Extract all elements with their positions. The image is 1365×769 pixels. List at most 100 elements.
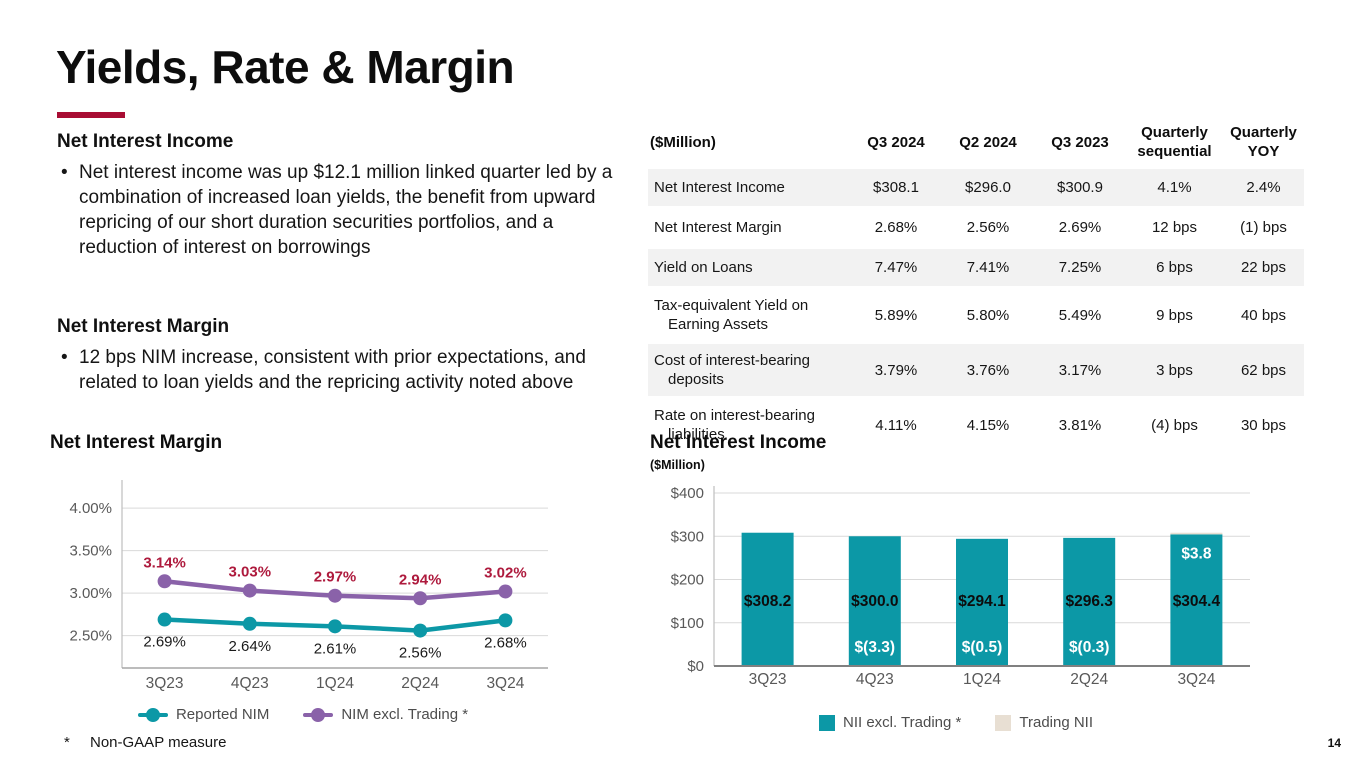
- bar-segment-nii: [956, 538, 1008, 666]
- data-point-label: 2.61%: [314, 640, 357, 657]
- y-tick-label: 4.00%: [69, 500, 112, 517]
- table-cell: $296.0: [965, 179, 1011, 196]
- table-row: Rate on interest-bearing liabilities 4.11…: [648, 399, 1304, 454]
- x-tick-label: 1Q24: [963, 671, 1001, 688]
- table-cell: 2.69%: [1058, 219, 1102, 236]
- table-cell: 7.25%: [1058, 259, 1102, 276]
- row-label: Rate on interest-bearing liabilities: [654, 407, 815, 443]
- data-point-label: 2.68%: [484, 634, 527, 651]
- data-point-label: 2.56%: [399, 645, 442, 662]
- table-cell: 5.89%: [874, 306, 918, 324]
- table-cell: 40 bps: [1240, 306, 1287, 324]
- y-tick-label: $200: [671, 572, 704, 589]
- x-tick-label: 1Q24: [316, 675, 354, 692]
- y-tick-label: 3.50%: [69, 543, 112, 560]
- legend-marker-dot: [311, 707, 326, 722]
- data-point: [328, 619, 342, 634]
- row-label: Cost of interest-bearing deposits: [654, 352, 810, 388]
- trading-value-label: $3.8: [1181, 545, 1212, 562]
- data-point: [498, 613, 513, 628]
- table-cell: 2.4%: [1246, 179, 1281, 196]
- bullet-item: 12 bps NIM increase, consistent with pri…: [57, 345, 619, 395]
- x-tick-label: 2Q24: [401, 675, 439, 692]
- data-point: [157, 612, 172, 627]
- bar-chart-subtitle: ($Million): [650, 458, 705, 472]
- row-label: ($Million): [650, 133, 716, 151]
- data-point-label: 3.03%: [229, 564, 272, 581]
- section-net-interest-income: Net Interest Income Net interest income …: [57, 131, 619, 260]
- table-cell: 2.68%: [874, 219, 918, 236]
- table-cell: 3.81%: [1058, 416, 1102, 434]
- data-point: [242, 583, 257, 598]
- bar-value-label: $300.0: [851, 593, 898, 610]
- x-tick-label: 3Q23: [146, 675, 184, 692]
- page-number: 14: [1327, 736, 1341, 750]
- y-tick-label: 2.50%: [69, 628, 112, 645]
- row-label: Net Interest Income: [654, 179, 785, 196]
- bar-value-label: $294.1: [958, 593, 1006, 610]
- legend-label: NIM excl. Trading *: [341, 706, 469, 723]
- footnote: * Non-GAAP measure: [64, 734, 226, 751]
- table-cell: (1) bps: [1240, 219, 1287, 236]
- y-tick-label: 3.00%: [69, 585, 112, 602]
- x-tick-label: 3Q24: [486, 675, 524, 692]
- legend-line-marker-icon: [303, 707, 334, 722]
- bar-value-label: $296.3: [1065, 593, 1113, 610]
- table-cell: 30 bps: [1240, 416, 1287, 434]
- section-heading: Net Interest Income: [57, 131, 234, 152]
- table-row: Net Interest Income $308.1 $296.0 $300.9 4.1…: [648, 169, 1304, 209]
- x-tick-label: 2Q24: [1070, 671, 1108, 688]
- legend-item: Reported NIM: [137, 706, 270, 723]
- table-cell: 3 bps: [1156, 361, 1193, 379]
- legend-label: NII excl. Trading *: [842, 714, 962, 731]
- financial-metrics-table: ($Million) Q3 2024 Q2 2024 Q3 2023 Quarterly…: [648, 118, 1304, 454]
- net-interest-income-bar-chart: $0 $100 $200 $300 $400 $308.2 3Q23 $(3.3) $300.0…: [650, 478, 1262, 690]
- bar-segment-nii: [741, 532, 794, 666]
- table-row: Tax-equivalent Yield on Earning Assets 5.…: [648, 289, 1304, 344]
- table-row: Net Interest Margin 2.68% 2.56% 2.69% 12 bps…: [648, 209, 1304, 249]
- x-tick-label: 3Q24: [1177, 671, 1215, 688]
- data-point-label: 2.64%: [229, 638, 272, 655]
- legend-label: Reported NIM: [175, 706, 270, 723]
- table-cell: $300.9: [1057, 179, 1103, 196]
- table-cell: 3.76%: [966, 361, 1010, 379]
- data-point: [328, 588, 342, 603]
- table-cell: Q2 2024: [959, 133, 1017, 151]
- table-cell: 3.17%: [1058, 361, 1102, 379]
- legend-item: Trading NII: [995, 714, 1093, 731]
- bar-segment-nii: [1170, 534, 1223, 666]
- table-cell: 9 bps: [1156, 306, 1193, 324]
- data-point: [498, 584, 513, 599]
- footnote-marker: *: [64, 734, 70, 751]
- row-label: Net Interest Margin: [654, 219, 782, 236]
- x-tick-label: 4Q23: [856, 671, 894, 688]
- y-tick-label: $400: [671, 485, 704, 502]
- bullet-list: 12 bps NIM increase, consistent with pri…: [57, 345, 619, 395]
- table-cell: 7.41%: [966, 259, 1010, 276]
- legend-swatch-icon: [995, 714, 1012, 731]
- table-cell: Quarterly sequential: [1137, 124, 1212, 160]
- table-row: Cost of interest-bearing deposits 3.79% 3.…: [648, 344, 1304, 399]
- bar-segment-trading: [1170, 532, 1223, 535]
- page-title: Yields, Rate & Margin: [56, 41, 515, 93]
- table-cell: 6 bps: [1156, 259, 1193, 276]
- data-point: [157, 574, 172, 589]
- row-label: Tax-equivalent Yield on Earning Assets: [654, 297, 809, 333]
- table-cell: 62 bps: [1240, 361, 1287, 379]
- x-tick-label: 3Q23: [749, 671, 787, 688]
- bullet-item: Net interest income was up $12.1 million…: [57, 160, 619, 260]
- table-cell: 5.80%: [966, 306, 1010, 324]
- table-row: Yield on Loans 7.47% 7.41% 7.25% 6 bps 22 bps: [648, 249, 1304, 289]
- trading-value-label: $(3.3): [855, 639, 896, 656]
- bar-value-label: $308.2: [744, 593, 791, 610]
- table-cell: Q3 2024: [867, 133, 925, 151]
- legend-marker-dot: [145, 707, 160, 722]
- table-cell: 4.15%: [966, 416, 1010, 434]
- table-cell: 2.56%: [966, 219, 1010, 236]
- section-net-interest-margin: Net Interest Margin 12 bps NIM increase,…: [57, 316, 619, 395]
- table-cell: (4) bps: [1151, 416, 1198, 434]
- bar-value-label: $304.4: [1173, 593, 1221, 610]
- legend-item: NIM excl. Trading *: [303, 706, 468, 723]
- net-interest-margin-line-chart: 2.50% 3.00% 3.50% 4.00% 3Q23 4Q23 1Q24 2Q24 3Q24…: [48, 476, 558, 698]
